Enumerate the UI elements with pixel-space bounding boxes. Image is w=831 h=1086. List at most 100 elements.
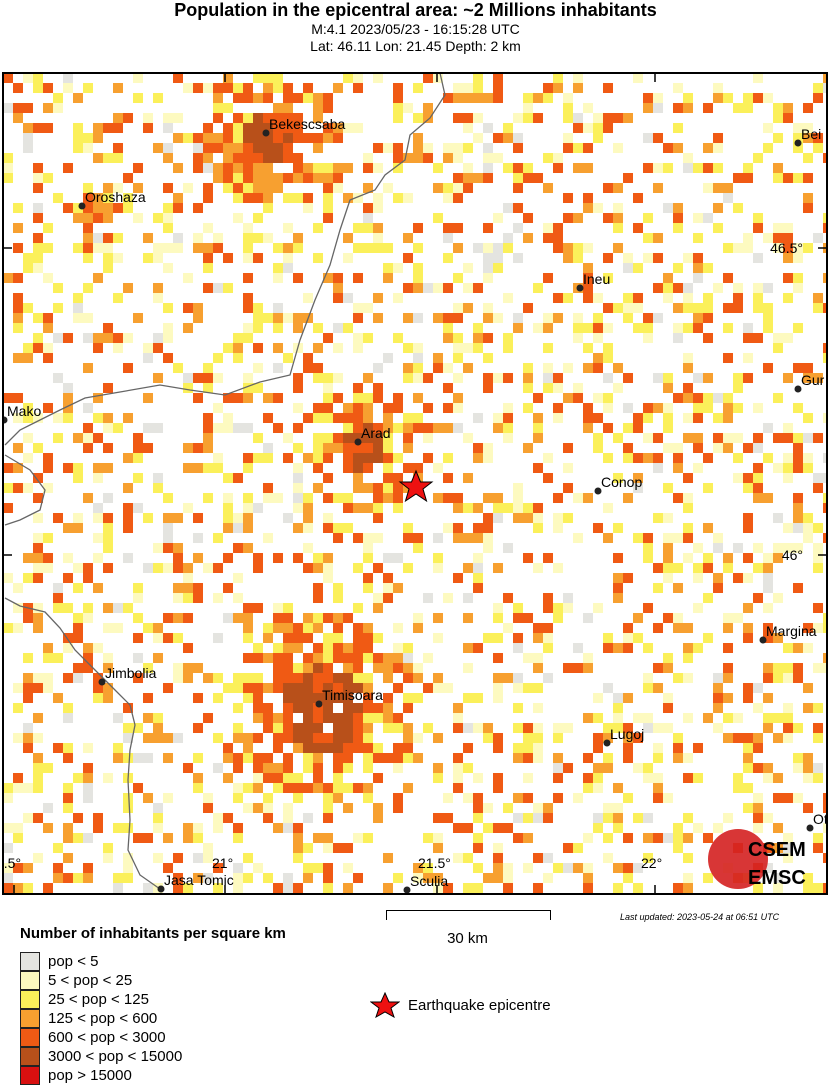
density-cell <box>773 103 783 113</box>
density-cell <box>483 723 493 733</box>
density-cell <box>23 783 33 793</box>
density-cell <box>513 753 523 763</box>
density-cell <box>553 163 563 173</box>
density-cell <box>363 413 373 423</box>
density-cell <box>413 223 423 233</box>
density-cell <box>613 143 623 153</box>
density-cell <box>543 673 553 683</box>
density-cell <box>413 263 423 273</box>
density-cell <box>273 183 283 193</box>
density-cell <box>43 463 53 473</box>
density-cell <box>283 243 293 253</box>
density-cell <box>43 313 53 323</box>
density-cell <box>343 683 353 693</box>
density-cell <box>213 693 223 703</box>
density-cell <box>13 413 23 423</box>
density-cell <box>323 333 333 343</box>
density-cell <box>513 613 523 623</box>
density-cell <box>713 143 723 153</box>
density-cell <box>693 213 703 223</box>
density-cell <box>673 833 683 843</box>
density-cell <box>223 473 233 483</box>
density-cell <box>493 213 503 223</box>
density-cell <box>13 833 23 843</box>
density-cell <box>523 373 533 383</box>
density-cell <box>363 543 373 553</box>
density-cell <box>123 823 133 833</box>
density-cell <box>563 603 573 613</box>
density-cell <box>673 223 683 233</box>
density-cell <box>473 533 483 543</box>
density-cell <box>233 763 243 773</box>
last-updated: Last updated: 2023-05-24 at 06:51 UTC <box>620 912 780 922</box>
density-cell <box>343 863 353 873</box>
density-cell <box>153 343 163 353</box>
density-cell <box>713 93 723 103</box>
density-cell <box>13 863 23 873</box>
density-cell <box>163 543 173 553</box>
density-cell <box>523 403 533 413</box>
density-cell <box>593 363 603 373</box>
density-cell <box>123 413 133 423</box>
city-marker: Lugoj <box>603 726 644 747</box>
density-cell <box>383 143 393 153</box>
density-cell <box>733 713 743 723</box>
density-cell <box>473 563 483 573</box>
density-cell <box>783 793 793 803</box>
density-cell <box>653 783 663 793</box>
density-cell <box>733 383 743 393</box>
density-cell <box>763 673 773 683</box>
density-cell <box>653 313 663 323</box>
density-cell <box>313 143 323 153</box>
density-cell <box>103 413 113 423</box>
density-cell <box>73 813 83 823</box>
density-cell <box>493 843 503 853</box>
density-cell <box>383 243 393 253</box>
density-cell <box>133 673 143 683</box>
city-marker: Bekescsaba <box>262 116 345 137</box>
density-cell <box>313 173 323 183</box>
density-cell <box>733 773 743 783</box>
density-cell <box>803 193 813 203</box>
density-cell <box>103 853 113 863</box>
density-cell <box>603 393 613 403</box>
density-cell <box>293 113 303 123</box>
density-cell <box>573 113 583 123</box>
density-cell <box>783 833 793 843</box>
density-cell <box>663 533 673 543</box>
density-cell <box>633 483 643 493</box>
density-cell <box>83 613 93 623</box>
density-cell <box>73 433 83 443</box>
density-cell <box>313 863 323 873</box>
density-cell <box>343 753 353 763</box>
density-cell <box>223 143 233 153</box>
density-cell <box>823 533 827 543</box>
density-cell <box>583 193 593 203</box>
density-cell <box>673 203 683 213</box>
density-cell <box>783 853 793 863</box>
density-cell <box>443 363 453 373</box>
density-cell <box>383 853 393 863</box>
density-cell <box>73 243 83 253</box>
density-cell <box>283 153 293 163</box>
density-cell <box>683 303 693 313</box>
density-cell <box>313 613 323 623</box>
density-cell <box>533 173 543 183</box>
density-cell <box>153 283 163 293</box>
density-cell <box>683 153 693 163</box>
density-cell <box>353 193 363 203</box>
density-cell <box>303 363 313 373</box>
density-cell <box>483 143 493 153</box>
density-cell <box>683 383 693 393</box>
density-cell <box>813 763 823 773</box>
density-cell <box>293 523 303 533</box>
density-cell <box>783 723 793 733</box>
density-cell <box>453 403 463 413</box>
density-cell <box>293 153 303 163</box>
density-cell <box>363 793 373 803</box>
density-cell <box>783 433 793 443</box>
density-cell <box>73 523 83 533</box>
density-cell <box>523 383 533 393</box>
density-cell <box>283 313 293 323</box>
density-cell <box>673 493 683 503</box>
